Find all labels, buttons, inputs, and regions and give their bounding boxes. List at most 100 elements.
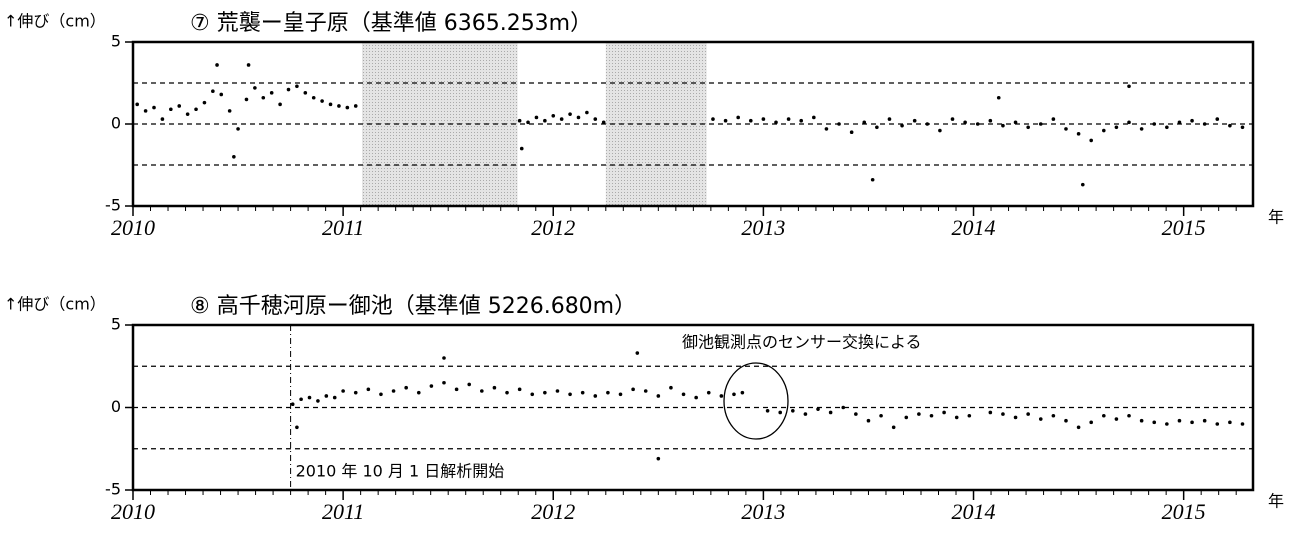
point (866, 418, 871, 423)
point (719, 394, 724, 398)
point (740, 390, 745, 395)
point (778, 410, 783, 415)
point (303, 91, 308, 95)
point (748, 118, 753, 123)
annotation: 御池観測点のセンサー交換による (682, 333, 922, 352)
x-tick-label: 2011 (322, 499, 364, 524)
point (1089, 420, 1093, 425)
point (295, 425, 299, 430)
point (891, 425, 896, 430)
point (551, 114, 556, 118)
point (963, 120, 967, 125)
point (416, 390, 421, 395)
point (904, 415, 909, 420)
point (211, 89, 215, 93)
point (1202, 122, 1207, 126)
x-tick-label: 2012 (531, 499, 575, 524)
point (534, 115, 539, 120)
point (1127, 120, 1131, 125)
point (1127, 413, 1131, 418)
point (244, 97, 249, 102)
point (1215, 117, 1220, 121)
point (429, 384, 434, 388)
point (996, 95, 1001, 100)
point (517, 387, 522, 392)
point (1026, 125, 1030, 130)
point (1152, 122, 1157, 126)
point (1165, 422, 1169, 426)
x-tick-label: 2015 (1162, 499, 1206, 524)
point (311, 95, 316, 100)
point (1190, 420, 1194, 425)
point (442, 356, 446, 360)
point (774, 120, 778, 125)
point (454, 387, 459, 392)
point (1013, 415, 1018, 420)
point (1051, 413, 1056, 418)
point (530, 392, 535, 397)
point (1001, 412, 1005, 416)
x-tick-label: 2010 (111, 215, 155, 240)
point (618, 392, 623, 397)
point (246, 63, 251, 67)
point (1177, 120, 1182, 125)
start-annotation: 2010 年 10 月 1 日解析開始 (296, 462, 505, 481)
point (341, 389, 345, 393)
point (559, 117, 564, 121)
point (736, 115, 740, 120)
x-tick-label: 2012 (531, 215, 575, 240)
point (1076, 132, 1081, 136)
point (236, 127, 240, 131)
chart-title: ⑦ 荒襲ー皇子原（基準値 6365.253m） (190, 11, 592, 36)
point (1013, 120, 1018, 125)
point (261, 95, 266, 100)
x-tick-label: 2011 (322, 215, 364, 240)
point (1127, 84, 1131, 89)
y-axis-label: ↑伸び（cm） (4, 12, 106, 31)
chart-title: ⑧ 高千穂河原ー御池（基準値 5226.680m） (190, 294, 636, 319)
point (1102, 128, 1106, 133)
point (1064, 127, 1068, 131)
point (1089, 138, 1093, 143)
point (299, 397, 303, 402)
point (854, 412, 858, 416)
point (135, 102, 140, 107)
point (169, 107, 173, 112)
point (177, 104, 182, 108)
point (492, 385, 497, 390)
point (1051, 117, 1056, 121)
point (1165, 125, 1169, 130)
point (391, 389, 396, 393)
point (286, 87, 291, 92)
point (345, 105, 350, 110)
point (585, 110, 589, 115)
point (938, 128, 942, 133)
point (278, 102, 282, 107)
point (143, 109, 148, 113)
point (828, 410, 833, 415)
point (353, 390, 358, 395)
x-tick-label: 2013 (741, 499, 785, 524)
point (606, 390, 610, 395)
point (1139, 418, 1144, 423)
point (862, 120, 867, 125)
point (917, 412, 921, 416)
point (988, 118, 993, 123)
y-tick-label: 0 (111, 397, 121, 416)
point (295, 84, 299, 89)
point (1228, 420, 1232, 425)
point (1114, 417, 1119, 421)
point (337, 104, 341, 108)
point (803, 412, 808, 416)
point (568, 392, 572, 397)
plot-frame (131, 323, 1255, 492)
point (1080, 182, 1085, 187)
point (732, 392, 736, 397)
point (543, 390, 547, 395)
point (1215, 422, 1220, 426)
point (194, 107, 198, 112)
point (656, 394, 661, 398)
point (1064, 418, 1068, 423)
